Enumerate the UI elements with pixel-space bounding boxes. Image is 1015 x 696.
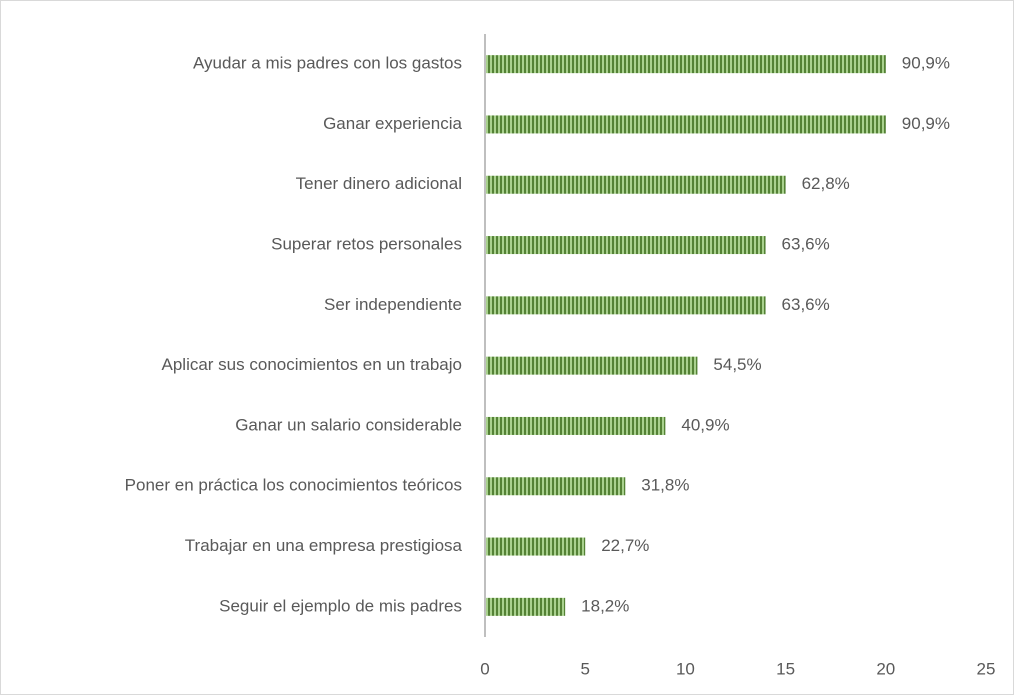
y-tick-label: Poner en práctica los conocimientos teór…: [125, 476, 462, 495]
bar: [485, 356, 698, 375]
y-tick-label: Ganar experiencia: [323, 114, 462, 133]
bar-annotation: 62,8%: [802, 174, 850, 193]
y-tick-label: Aplicar sus conocimientos en un trabajo: [162, 355, 463, 374]
x-tick-label: 15: [776, 659, 795, 678]
y-tick-label: Ayudar a mis padres con los gastos: [193, 54, 462, 73]
bar-annotation: 90,9%: [902, 114, 950, 133]
bar: [485, 175, 786, 194]
bar-annotation: 40,9%: [681, 415, 729, 434]
y-tick-label: Seguir el ejemplo de mis padres: [219, 596, 462, 615]
y-tick-label: Tener dinero adicional: [296, 174, 462, 193]
x-tick-label: 20: [876, 659, 895, 678]
bar: [485, 597, 566, 616]
x-tick-label: 10: [676, 659, 695, 678]
bar: [485, 115, 886, 134]
bar-annotation: 18,2%: [581, 596, 629, 615]
bar: [485, 477, 626, 496]
bar: [485, 236, 766, 255]
bar-annotation: 90,9%: [902, 54, 950, 73]
bar: [485, 537, 586, 556]
bar-annotation: 31,8%: [641, 476, 689, 495]
x-tick-label: 0: [480, 659, 489, 678]
y-tick-label: Superar retos personales: [271, 235, 462, 254]
bar: [485, 55, 886, 74]
bar-annotation: 63,6%: [782, 235, 830, 254]
y-tick-label: Trabajar en una empresa prestigiosa: [185, 536, 463, 555]
bar: [485, 416, 666, 435]
bar-annotation: 63,6%: [782, 295, 830, 314]
y-tick-label: Ganar un salario considerable: [235, 415, 462, 434]
bar-annotation: 54,5%: [713, 355, 761, 374]
x-tick-label: 25: [977, 659, 996, 678]
x-tick-label: 5: [580, 659, 589, 678]
bar-annotation: 22,7%: [601, 536, 649, 555]
y-tick-label: Ser independiente: [324, 295, 462, 314]
bar: [485, 296, 766, 315]
